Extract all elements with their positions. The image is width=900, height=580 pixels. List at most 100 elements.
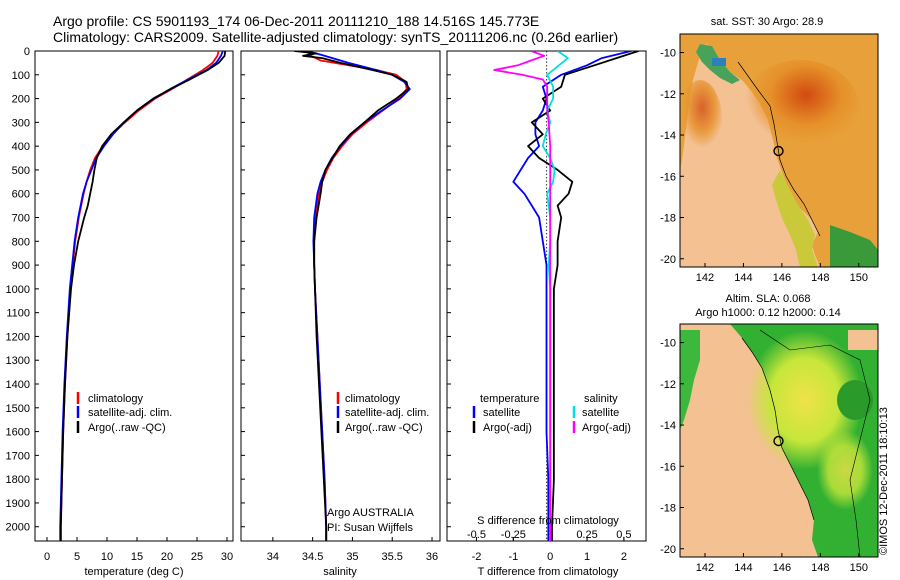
sst-warm-core <box>740 60 860 160</box>
depth-tick-label: 1900 <box>6 498 30 510</box>
series-line-argo-raw-qc- <box>294 51 410 541</box>
s-difference-axis-label: S difference from climatology <box>477 515 619 527</box>
sst-map-title: sat. SST: 30 Argo: 28.9 <box>711 16 824 28</box>
map-lat-label: -18 <box>660 503 676 515</box>
map-lon-label: 150 <box>850 562 868 574</box>
depth-tick-label: 0 <box>24 46 30 58</box>
legend-satellite: satellite-adj. clim. <box>345 407 429 419</box>
difference-profiles <box>493 51 639 541</box>
series-line-temperature-argo-adj- <box>527 51 639 541</box>
difference-x-axis: -2 -1 0 1 2-0.5 -0.25 0 0.25 0.5 <box>447 50 632 563</box>
legend-climatology: climatology <box>88 393 144 405</box>
depth-tick-label: 1500 <box>6 403 30 415</box>
depth-tick-label: 900 <box>12 260 30 272</box>
map-lon-label: 144 <box>734 272 752 284</box>
depth-tick-label: 400 <box>12 141 30 153</box>
map-lon-label: 144 <box>734 562 752 574</box>
map-lon-label: 148 <box>811 272 829 284</box>
salinity-tick-label: 34.5 <box>302 551 323 563</box>
legend-argo: Argo(..raw -QC) <box>88 422 166 434</box>
legend-argo: Argo(..raw -QC) <box>345 422 423 434</box>
map-lon-label: 146 <box>773 562 791 574</box>
series-line-temperature-satellite <box>512 51 632 541</box>
map-lon-label: 148 <box>811 562 829 574</box>
sla-gulf-strip <box>680 330 700 430</box>
map-lat-label: -10 <box>660 48 676 60</box>
legend-satellite: satellite-adj. clim. <box>88 407 172 419</box>
legend-sal-satellite: satellite <box>582 407 619 419</box>
sla-contour <box>759 329 871 558</box>
temperature-axis-label: temperature (deg C) <box>84 566 183 578</box>
series-line-argo-raw-qc- <box>59 51 227 541</box>
difference-tick-label: 1 <box>584 551 590 563</box>
sst-blue-patch <box>712 58 726 66</box>
salinity-tick-label: 35.5 <box>382 551 403 563</box>
depth-tick-label: 1200 <box>6 331 30 343</box>
temperature-x-axis: 0 5 10 15 20 25 30 <box>35 50 233 563</box>
map-lat-label: -18 <box>660 213 676 225</box>
s-difference-tick-label: 0.5 <box>616 529 631 541</box>
difference-tick-label: 0 <box>547 551 553 563</box>
salinity-axis-label: salinity <box>323 566 357 578</box>
figure-title-line-1: Argo profile: CS 5901193_174 06-Dec-2011… <box>53 13 540 29</box>
depth-tick-label: 1100 <box>6 308 30 320</box>
salinity-legend: climatology satellite-adj. clim. Argo(..… <box>336 392 429 434</box>
map-lon-label: 142 <box>696 562 714 574</box>
sla-coastline <box>741 337 815 521</box>
s-difference-tick-label: -0.5 <box>467 529 486 541</box>
depth-tick-label: 2000 <box>6 522 30 534</box>
temperature-tick-label: 20 <box>161 551 173 563</box>
sst-map-frame <box>679 33 879 268</box>
t-difference-axis-label: T difference from climatology <box>478 566 619 578</box>
float-program-label: Argo AUSTRALIA <box>327 507 414 519</box>
depth-tick-label: 1700 <box>6 450 30 462</box>
legend-sal-argo: Argo(-adj) <box>582 422 631 434</box>
sla-land-north <box>848 330 878 350</box>
temperature-tick-label: 0 <box>44 551 50 563</box>
sla-map-axes: 142 144 146 148 150 -10 -12 -14 -16 -18 -20 <box>660 338 868 574</box>
map-lat-label: -12 <box>660 89 676 101</box>
salinity-tick-label: 36 <box>426 551 438 563</box>
sla-map <box>679 323 879 558</box>
map-lat-label: -16 <box>660 171 676 183</box>
depth-tick-label: 1600 <box>6 427 30 439</box>
depth-tick-label: 500 <box>12 165 30 177</box>
depth-tick-label: 600 <box>12 189 30 201</box>
difference-tick-label: -1 <box>508 551 518 563</box>
legend-temp-satellite: satellite <box>483 407 520 419</box>
sla-land-west <box>680 324 818 557</box>
series-line-salinity-argo-adj- <box>493 51 552 541</box>
temperature-tick-label: 15 <box>131 551 143 563</box>
difference-legend: temperature satellite Argo(-adj) salinit… <box>472 393 631 434</box>
figure-title-line-2: Climatology: CARS2009. Satellite-adjuste… <box>53 29 619 45</box>
sst-cool-shelf <box>830 225 878 267</box>
map-lat-label: -14 <box>660 130 676 142</box>
legend-temp-argo: Argo(-adj) <box>483 422 532 434</box>
depth-tick-label: 700 <box>12 213 30 225</box>
depth-tick-label: 1300 <box>6 355 30 367</box>
sla-map-title-2: Argo h1000: 0.12 h2000: 0.14 <box>695 307 841 319</box>
map-lat-label: -12 <box>660 379 676 391</box>
s-difference-tick-label: 0.25 <box>576 529 597 541</box>
map-lat-label: -14 <box>660 420 676 432</box>
map-lon-label: 146 <box>773 272 791 284</box>
temperature-tick-label: 30 <box>221 551 233 563</box>
temperature-tick-label: 5 <box>74 551 80 563</box>
temperature-legend: climatology satellite-adj. clim. Argo(..… <box>76 392 172 434</box>
sst-float-location <box>773 145 784 157</box>
sst-coastline <box>737 61 821 237</box>
float-pi-label: PI: Susan Wijffels <box>327 522 413 534</box>
legend-temperature-title: temperature <box>480 393 539 405</box>
temperature-tick-label: 25 <box>191 551 203 563</box>
map-lat-label: -20 <box>660 254 676 266</box>
temperature-panel <box>34 50 234 542</box>
sst-map <box>678 33 879 268</box>
map-lat-label: -20 <box>660 544 676 556</box>
salinity-panel <box>240 50 441 542</box>
difference-tick-label: -2 <box>472 551 482 563</box>
salinity-profiles <box>294 51 411 541</box>
depth-tick-label: 1400 <box>6 379 30 391</box>
temperature-tick-label: 10 <box>101 551 113 563</box>
sst-map-axes: 142 144 146 148 150 -10 -12 -14 -16 -18 -20 <box>660 48 868 284</box>
